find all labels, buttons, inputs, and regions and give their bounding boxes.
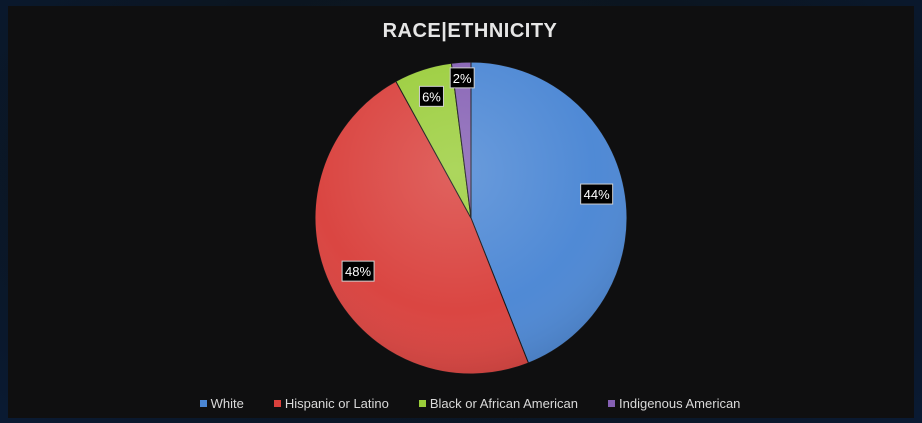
data-label-hispanic-or-latino: 48%	[341, 260, 375, 282]
data-label-indigenous-american: 2%	[449, 67, 475, 89]
legend-swatch	[608, 400, 615, 407]
legend-swatch	[418, 400, 426, 407]
legend-item-hispanic-or-latino: Hispanic or Latino	[273, 396, 389, 411]
legend-swatch	[273, 400, 281, 407]
legend-label: Black or African American	[429, 396, 578, 411]
svg-text:2%: 2%	[453, 71, 472, 86]
svg-text:44%: 44%	[584, 187, 610, 202]
legend-label: White	[210, 396, 244, 411]
legend-item-black-or-african-american: Black or African American	[418, 396, 578, 411]
legend-label: Hispanic or Latino	[284, 396, 389, 411]
data-label-black-or-african-american: 6%	[418, 85, 444, 107]
legend-item-white: White	[199, 396, 244, 411]
chart-legend: White Hispanic or Latino Black or African …	[0, 396, 922, 411]
svg-text:48%: 48%	[345, 264, 371, 279]
legend-item-indigenous-american: Indigenous American	[608, 396, 740, 411]
chart-title: RACE|ETHNICITY	[382, 20, 558, 42]
legend-label: Indigenous American	[619, 396, 741, 411]
legend-swatch	[199, 400, 207, 407]
svg-text:6%: 6%	[422, 89, 441, 104]
data-label-white: 44%	[580, 183, 614, 205]
